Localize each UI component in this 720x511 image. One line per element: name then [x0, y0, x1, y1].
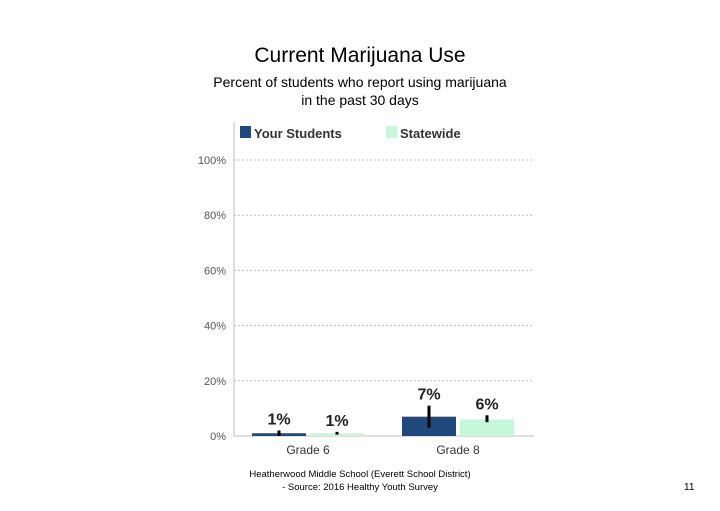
- x-tick-label: Grade 8: [436, 443, 480, 457]
- chart-title: Current Marijuana Use: [254, 44, 466, 67]
- y-tick-label: 20%: [204, 376, 226, 388]
- legend-label: Statewide: [400, 126, 461, 141]
- page-number: 11: [684, 482, 695, 493]
- y-tick-label: 60%: [204, 265, 226, 277]
- legend-label: Your Students: [254, 126, 342, 141]
- bar: [460, 419, 514, 436]
- footer-source: Heatherwood Middle School (Everett Schoo…: [200, 468, 520, 494]
- y-tick-label: 40%: [204, 321, 226, 333]
- y-tick-label: 0%: [210, 431, 226, 443]
- data-label: 1%: [267, 411, 290, 428]
- subtitle-line-2: in the past 30 days: [301, 92, 419, 108]
- x-tick-label: Grade 6: [286, 443, 330, 457]
- data-label: 7%: [417, 387, 440, 404]
- legend-swatch: [240, 126, 251, 138]
- y-tick-label: 80%: [204, 210, 226, 222]
- y-tick-label: 100%: [198, 155, 226, 167]
- data-label: 6%: [475, 396, 498, 413]
- chart-subtitle: Percent of students who report using mar…: [0, 73, 720, 109]
- subtitle-line-1: Percent of students who report using mar…: [213, 74, 507, 90]
- footer-line-1: Heatherwood Middle School (Everett Schoo…: [249, 469, 471, 480]
- data-label: 1%: [325, 413, 348, 430]
- footer-line-2: - Source: 2016 Healthy Youth Survey: [282, 482, 438, 493]
- legend-swatch: [386, 126, 397, 138]
